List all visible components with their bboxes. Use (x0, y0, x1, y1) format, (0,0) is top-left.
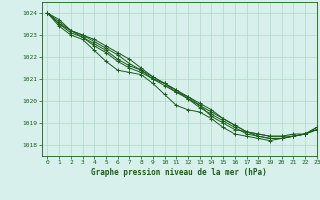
X-axis label: Graphe pression niveau de la mer (hPa): Graphe pression niveau de la mer (hPa) (91, 168, 267, 177)
